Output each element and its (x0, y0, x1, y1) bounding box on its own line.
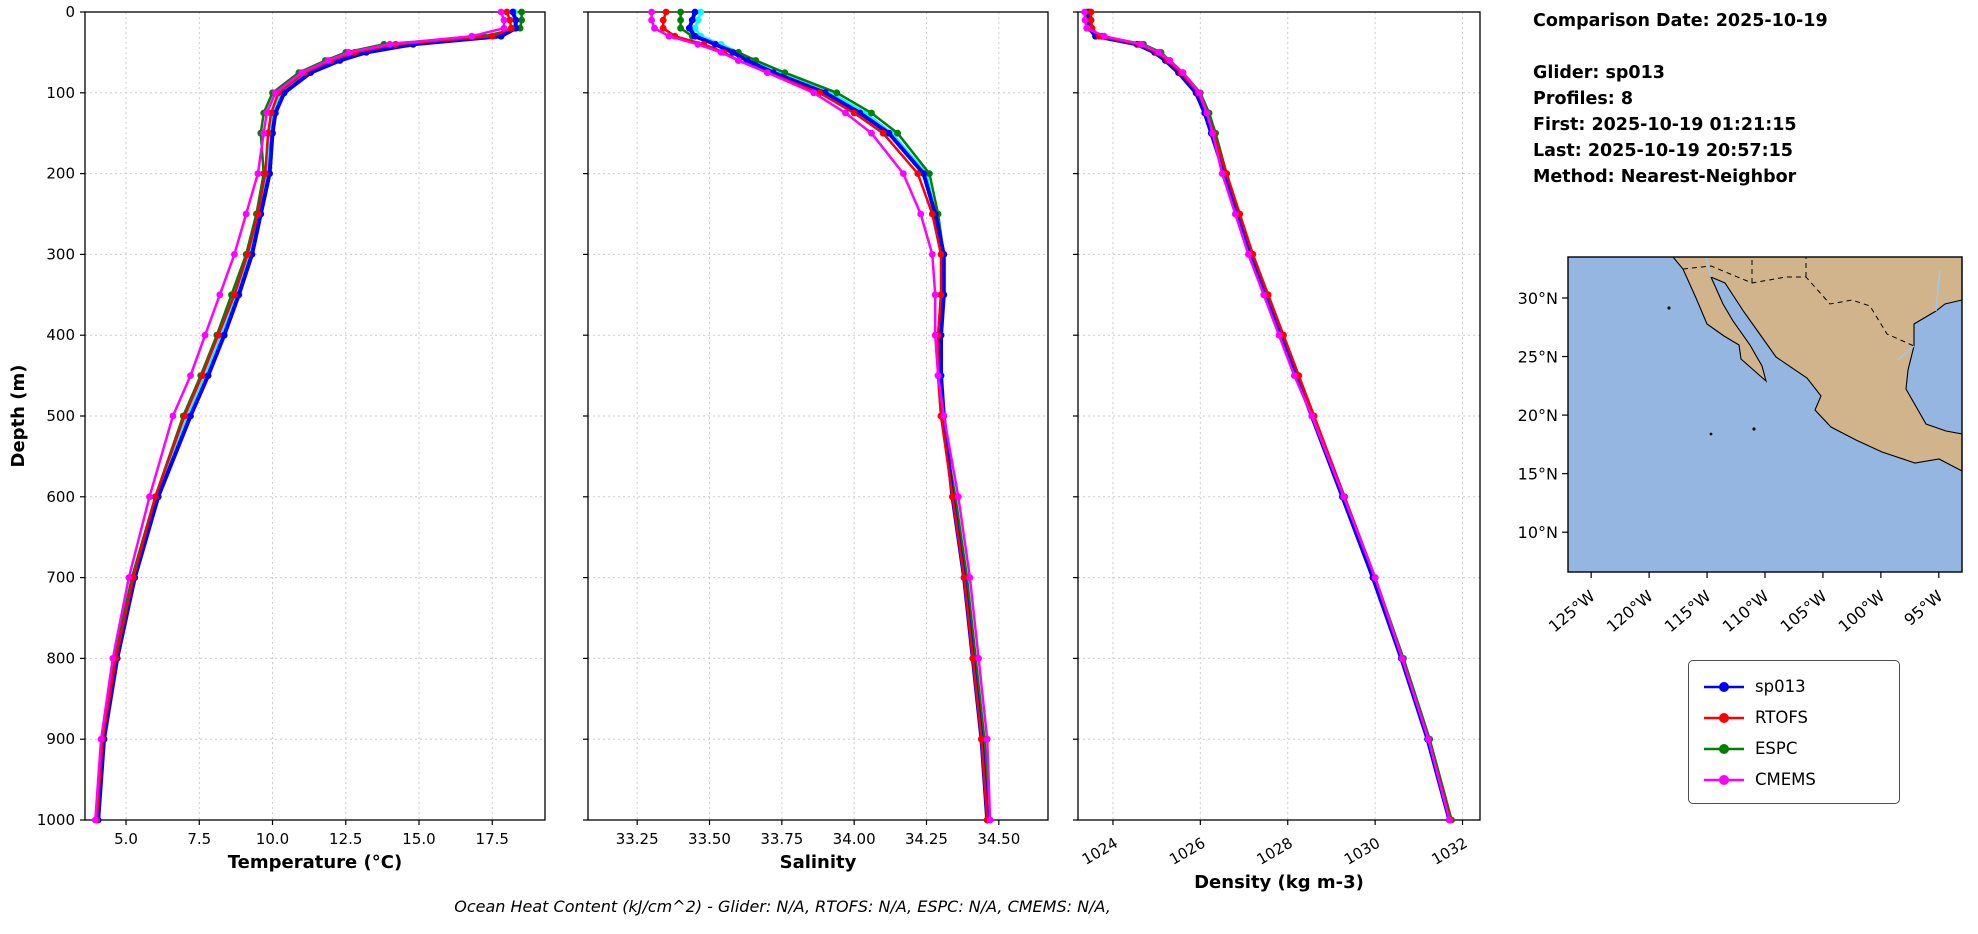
density-profile: 1024 1026 1028 1030 1032 Density (kg m-3) (1073, 8, 1481, 893)
svg-text:17.5: 17.5 (476, 830, 509, 848)
svg-text:700: 700 (46, 569, 75, 587)
svg-text:Depth (m): Depth (m) (8, 365, 29, 468)
info-first: First: 2025-10-19 01:21:15 (1533, 115, 1797, 135)
temperature-profile: 5.0 7.5 10.0 12.5 15.0 17.5 0 100 200 300 400 500 60… (8, 3, 546, 873)
legend-label: RTOFS (1755, 708, 1809, 727)
map-lon-label: 100°W (1835, 586, 1889, 636)
legend-marker-sp013 (1704, 681, 1744, 692)
series-CMEMS (648, 8, 994, 824)
map-lon-label: 120°W (1603, 586, 1657, 636)
legend: sp013 RTOFS ESPC CMEMS (1688, 660, 1900, 804)
svg-text:800: 800 (46, 649, 75, 667)
info-panel: Comparison Date: 2025-10-19 Glider: sp01… (1533, 8, 1963, 190)
svg-text:Temperature (°C): Temperature (°C) (228, 852, 402, 873)
svg-text:34.00: 34.00 (833, 830, 876, 848)
legend-label: ESPC (1755, 739, 1798, 758)
svg-text:15.0: 15.0 (402, 830, 435, 848)
legend-item: RTOFS (1701, 702, 1887, 733)
series-CMEMS (91, 8, 508, 824)
info-last: Last: 2025-10-19 20:57:15 (1533, 141, 1793, 161)
svg-text:100: 100 (46, 84, 75, 102)
svg-text:5.0: 5.0 (114, 830, 138, 848)
map-islands (1667, 306, 1756, 436)
legend-item: CMEMS (1701, 764, 1887, 795)
us-mexico-border (1682, 257, 1915, 347)
map-rivers (1705, 256, 1941, 361)
legend-marker-CMEMS (1704, 774, 1744, 785)
map-lon-label: 125°W (1545, 586, 1599, 636)
svg-text:10.0: 10.0 (256, 830, 289, 848)
svg-text:1032: 1032 (1428, 834, 1470, 869)
location-map: 30°N 25°N 20°N 15°N 10°N 125°W 120°W 115°W 110°W… (1518, 256, 1963, 636)
map-lon-label: 115°W (1661, 586, 1715, 636)
info-profiles: Profiles: 8 (1533, 89, 1634, 109)
legend-marker-ESPC (1704, 743, 1744, 754)
legend-label: sp013 (1755, 677, 1806, 696)
svg-text:1026: 1026 (1166, 834, 1208, 869)
map-lat-label: 15°N (1518, 465, 1558, 484)
svg-text:300: 300 (46, 245, 75, 263)
svg-text:12.5: 12.5 (329, 830, 362, 848)
svg-text:Salinity: Salinity (780, 852, 857, 873)
map-lon-label: 110°W (1719, 586, 1773, 636)
svg-text:900: 900 (46, 730, 75, 748)
salinity-profile: 33.25 33.50 33.75 34.00 34.25 34.50 Salinity (583, 8, 1049, 873)
svg-text:34.50: 34.50 (977, 830, 1020, 848)
info-spacer (1533, 34, 1963, 60)
legend-marker-RTOFS (1704, 712, 1744, 723)
svg-text:1000: 1000 (37, 811, 75, 829)
svg-text:33.75: 33.75 (760, 830, 803, 848)
svg-text:7.5: 7.5 (187, 830, 211, 848)
map-land (1671, 256, 1963, 472)
map-lon-label: 105°W (1777, 586, 1831, 636)
legend-item: sp013 (1701, 671, 1887, 702)
svg-text:600: 600 (46, 488, 75, 506)
legend-item: ESPC (1701, 733, 1887, 764)
svg-text:33.25: 33.25 (616, 830, 659, 848)
svg-text:500: 500 (46, 407, 75, 425)
series-CMEMS (1081, 8, 1453, 824)
ocean-heat-content-caption: Ocean Heat Content (kJ/cm^2) - Glider: N… (454, 897, 1111, 916)
comparison-date: Comparison Date: 2025-10-19 (1533, 11, 1828, 31)
info-glider: Glider: sp013 (1533, 63, 1665, 83)
map-lat-label: 25°N (1518, 348, 1558, 367)
map-lat-label: 10°N (1518, 523, 1558, 542)
map-lat-label: 20°N (1518, 406, 1558, 425)
svg-text:1024: 1024 (1079, 834, 1121, 869)
svg-text:33.50: 33.50 (688, 830, 731, 848)
legend-label: CMEMS (1755, 770, 1816, 789)
svg-text:1030: 1030 (1341, 834, 1383, 869)
svg-text:200: 200 (46, 165, 75, 183)
map-lat-label: 30°N (1518, 289, 1558, 308)
svg-text:Density (kg m-3): Density (kg m-3) (1194, 872, 1364, 893)
svg-text:400: 400 (46, 326, 75, 344)
svg-text:34.25: 34.25 (905, 830, 948, 848)
svg-text:1028: 1028 (1254, 834, 1296, 869)
svg-text:0: 0 (65, 3, 75, 21)
map-lon-label: 95°W (1900, 586, 1946, 629)
info-method: Method: Nearest-Neighbor (1533, 167, 1797, 187)
